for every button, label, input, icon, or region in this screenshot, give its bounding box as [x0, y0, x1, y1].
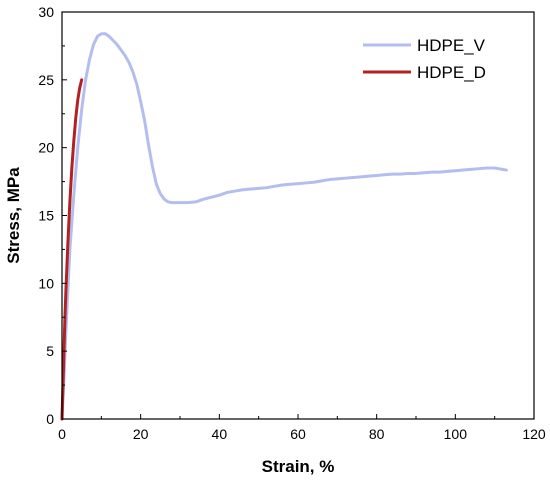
- x-tick-label: 80: [369, 426, 385, 442]
- y-tick-label: 20: [38, 140, 54, 156]
- x-axis-title: Strain, %: [262, 457, 335, 476]
- y-tick-label: 15: [38, 208, 54, 224]
- series-line-hdpe-v: [60, 32, 508, 421]
- legend-label: HDPE_V: [417, 36, 486, 55]
- x-tick-label: 120: [522, 426, 546, 442]
- y-axis-title: Stress, MPa: [4, 167, 23, 264]
- x-tick-label: 20: [133, 426, 149, 442]
- y-tick-label: 0: [46, 411, 54, 427]
- series-layer: [60, 32, 508, 421]
- y-tick-label: 10: [38, 275, 54, 291]
- y-tick-label: 30: [38, 4, 54, 20]
- x-tick-label: 100: [444, 426, 468, 442]
- legend-label: HDPE_D: [417, 63, 486, 82]
- y-tick-label: 5: [46, 343, 54, 359]
- x-tick-label: 0: [58, 426, 66, 442]
- y-axis: 0 5 10 15 20 25 30: [38, 4, 67, 427]
- x-axis: 0 20 40 60 80 100 120: [58, 414, 546, 442]
- legend: HDPE_V HDPE_D: [363, 36, 486, 82]
- x-tick-label: 40: [212, 426, 228, 442]
- y-tick-label: 25: [38, 72, 54, 88]
- x-tick-label: 60: [290, 426, 306, 442]
